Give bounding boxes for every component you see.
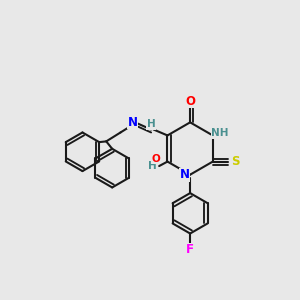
Text: S: S [231, 155, 239, 168]
Text: F: F [186, 243, 194, 256]
Text: H: H [148, 161, 157, 171]
Text: H: H [147, 119, 155, 129]
Text: N: N [180, 168, 190, 181]
Text: O: O [185, 95, 195, 108]
Text: O: O [151, 154, 160, 164]
Text: NH: NH [212, 128, 229, 138]
Text: N: N [128, 116, 137, 129]
